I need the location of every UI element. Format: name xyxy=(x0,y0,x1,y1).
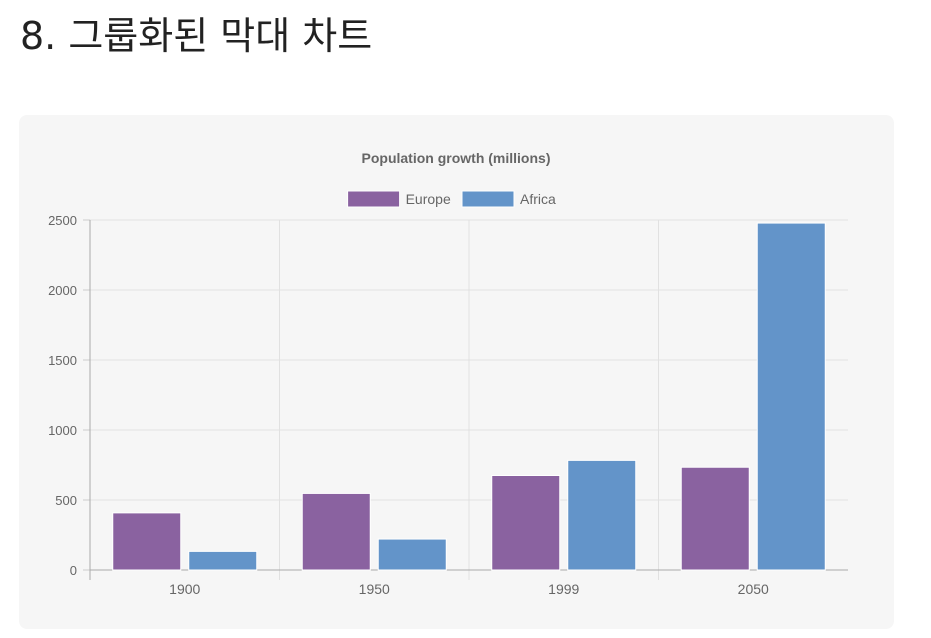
bar-africa-2050[interactable] xyxy=(756,222,826,571)
legend-swatch xyxy=(461,190,515,208)
chart-card: Population growth (millions) 0 500 1000 150… xyxy=(19,115,894,629)
population-bar-chart: Population growth (millions) 0 500 1000 150… xyxy=(48,150,848,597)
legend-item-africa[interactable]: Africa xyxy=(461,190,556,208)
bar-africa-1950[interactable] xyxy=(377,538,447,571)
y-tick-label: 0 xyxy=(70,563,77,578)
legend[interactable]: Europe Africa xyxy=(347,190,556,208)
bars xyxy=(112,222,826,571)
bar-africa-1900[interactable] xyxy=(188,550,258,571)
y-tick-label: 1500 xyxy=(48,353,77,368)
legend-label: Africa xyxy=(520,191,556,207)
legend-item-europe[interactable]: Europe xyxy=(347,190,451,208)
bar-europe-1950[interactable] xyxy=(301,492,371,571)
bar-europe-1900[interactable] xyxy=(112,512,182,571)
page-title: 8. 그룹화된 막대 차트 xyxy=(20,14,373,58)
legend-swatch xyxy=(347,190,401,208)
y-tick-label: 2000 xyxy=(48,283,77,298)
y-tick-label: 500 xyxy=(55,493,77,508)
bar-europe-1999[interactable] xyxy=(491,475,561,571)
y-tick-label: 2500 xyxy=(48,213,77,228)
x-tick-label: 1999 xyxy=(548,581,579,597)
y-tick-label: 1000 xyxy=(48,423,77,438)
bar-africa-1999[interactable] xyxy=(567,459,637,571)
x-tick-label: 2050 xyxy=(738,581,769,597)
legend-label: Europe xyxy=(406,191,451,207)
chart-title: Population growth (millions) xyxy=(362,150,551,166)
x-tick-label: 1950 xyxy=(359,581,390,597)
x-tick-label: 1900 xyxy=(169,581,200,597)
axes: 0 500 1000 1500 2000 2500 1900 1950 1999 2050 xyxy=(48,213,848,597)
bar-europe-2050[interactable] xyxy=(680,466,750,571)
